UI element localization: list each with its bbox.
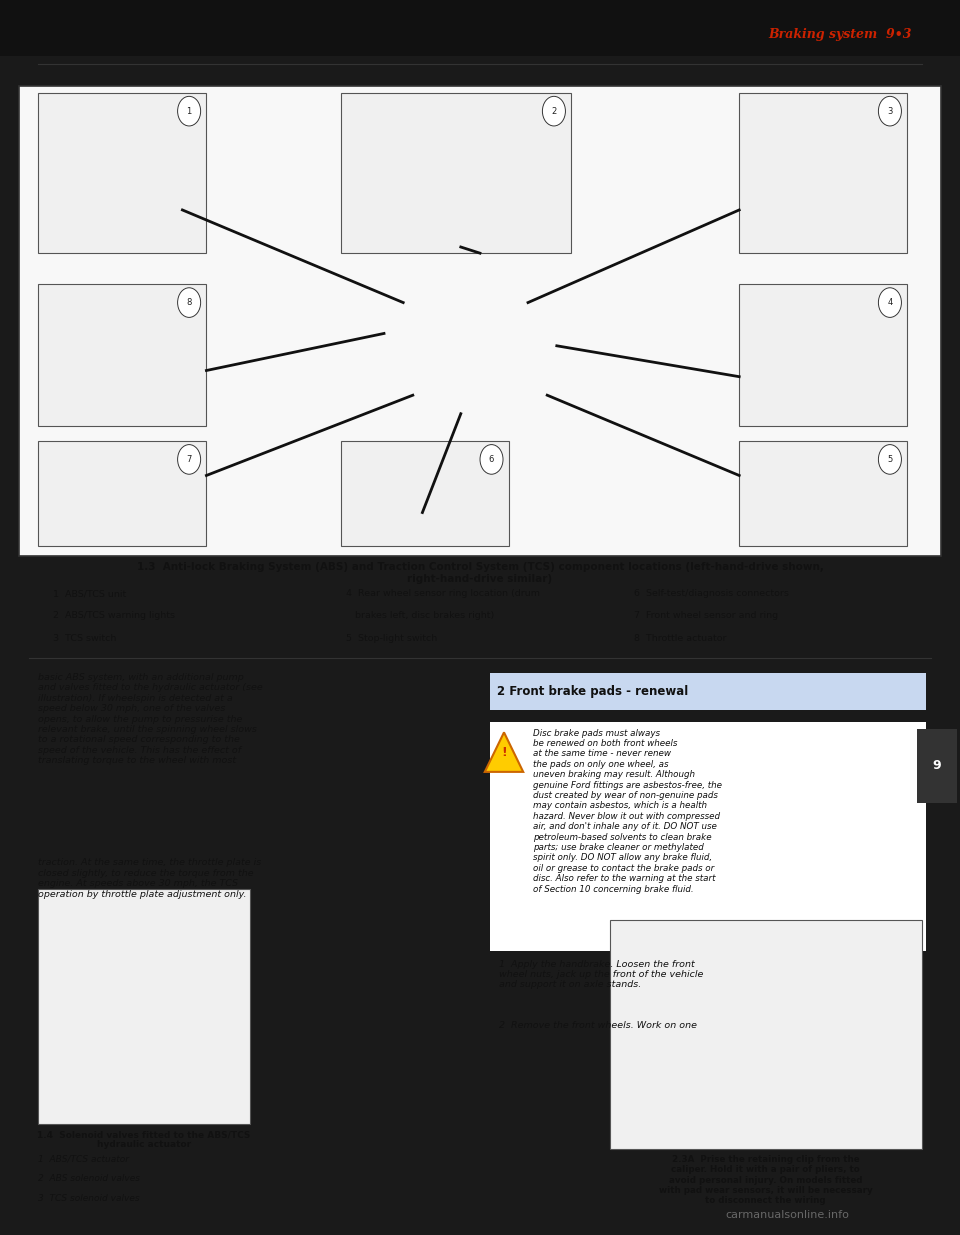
Text: 3  TCS solenoid valves: 3 TCS solenoid valves	[38, 1194, 140, 1203]
Text: 8  Throttle actuator: 8 Throttle actuator	[634, 634, 726, 642]
Bar	[175, 1010, 215, 1042]
Text: !: !	[501, 746, 507, 758]
Polygon shape	[440, 311, 501, 358]
Circle shape	[564, 447, 591, 482]
Polygon shape	[378, 314, 432, 358]
Text: 8: 8	[186, 298, 192, 308]
Text: 5  Stop-light switch: 5 Stop-light switch	[346, 634, 437, 642]
Circle shape	[342, 447, 369, 482]
Circle shape	[328, 430, 382, 499]
Text: 1  ABS/TCS unit: 1 ABS/TCS unit	[53, 589, 126, 598]
Text: 3: 3	[90, 951, 97, 961]
Text: 3: 3	[887, 106, 893, 116]
Text: 2 Front brake pads - renewal: 2 Front brake pads - renewal	[497, 685, 688, 698]
Polygon shape	[509, 319, 555, 358]
Text: 2.3A  Prise the retaining clip from the
caliper. Hold it with a pair of pliers, : 2.3A Prise the retaining clip from the c…	[659, 1155, 873, 1205]
Polygon shape	[363, 299, 566, 368]
Text: 5: 5	[887, 454, 893, 464]
Text: 2: 2	[551, 106, 557, 116]
Text: brakes left, disc brakes right): brakes left, disc brakes right)	[346, 611, 493, 620]
FancyBboxPatch shape	[76, 931, 111, 1011]
Text: 6: 6	[489, 454, 494, 464]
Text: 7: 7	[186, 454, 192, 464]
FancyBboxPatch shape	[177, 931, 212, 1011]
Text: 4: 4	[887, 298, 893, 308]
Text: 1  Apply the handbrake. Loosen the front
wheel nuts, jack up the front of the ve: 1 Apply the handbrake. Loosen the front …	[499, 960, 704, 989]
Text: Disc brake pads must always
be renewed on both front wheels
at the same time - n: Disc brake pads must always be renewed o…	[533, 729, 722, 894]
Text: carmanualsonline.info: carmanualsonline.info	[725, 1210, 850, 1220]
Text: 2: 2	[191, 1015, 198, 1025]
Text: 1.4  Solenoid valves fitted to the ABS/TCS
hydraulic actuator: 1.4 Solenoid valves fitted to the ABS/TC…	[37, 1130, 251, 1150]
Bar	[54, 1035, 235, 1074]
Text: 7  Front wheel sensor and ring: 7 Front wheel sensor and ring	[634, 611, 778, 620]
Bar	[73, 1010, 114, 1042]
Text: 1: 1	[186, 106, 192, 116]
Text: 1: 1	[140, 1087, 148, 1097]
Text: basic ABS system, with an additional pump
and valves fitted to the hydraulic act: basic ABS system, with an additional pum…	[38, 673, 263, 766]
Text: 1  ABS/TCS actuator: 1 ABS/TCS actuator	[38, 1155, 130, 1163]
Text: 1.3  Anti-lock Braking System (ABS) and Traction Control System (TCS) component : 1.3 Anti-lock Braking System (ABS) and T…	[136, 562, 824, 583]
Text: 2  Remove the front wheels. Work on one: 2 Remove the front wheels. Work on one	[499, 1021, 697, 1030]
Text: 2  ABS/TCS warning lights: 2 ABS/TCS warning lights	[53, 611, 175, 620]
Text: Braking system  9•3: Braking system 9•3	[769, 28, 912, 41]
Text: 6  Self-test/diagnosis connectors: 6 Self-test/diagnosis connectors	[634, 589, 788, 598]
Text: 2  ABS solenoid valves: 2 ABS solenoid valves	[38, 1174, 140, 1183]
Text: 9: 9	[933, 760, 941, 772]
Bar	[124, 1010, 164, 1042]
Text: traction. At the same time, the throttle plate is
closed slightly, to reduce the: traction. At the same time, the throttle…	[38, 858, 262, 899]
Text: 3  TCS switch: 3 TCS switch	[53, 634, 116, 642]
Text: 4  Rear wheel sensor ring location (drum: 4 Rear wheel sensor ring location (drum	[346, 589, 540, 598]
FancyBboxPatch shape	[126, 931, 162, 1011]
FancyBboxPatch shape	[638, 961, 828, 1121]
Polygon shape	[298, 348, 643, 467]
Bar	[674, 994, 793, 1088]
Circle shape	[551, 430, 605, 499]
